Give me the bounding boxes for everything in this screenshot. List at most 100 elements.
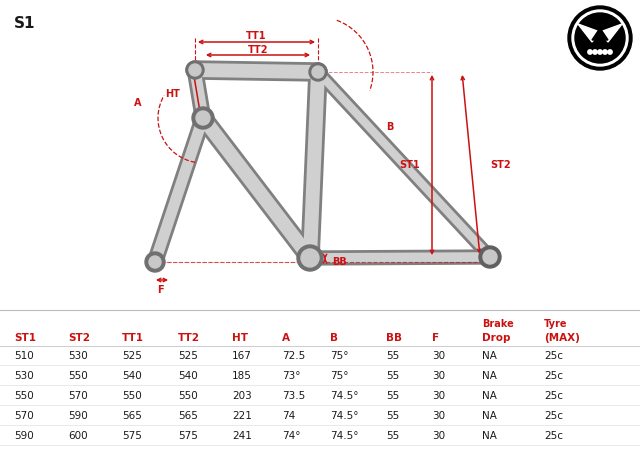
- Text: 550: 550: [178, 391, 198, 401]
- Circle shape: [309, 63, 327, 81]
- Text: 540: 540: [122, 371, 141, 381]
- Text: 25c: 25c: [544, 371, 563, 381]
- Text: 540: 540: [178, 371, 198, 381]
- Text: 570: 570: [68, 391, 88, 401]
- Text: F: F: [432, 333, 439, 343]
- Text: 241: 241: [232, 431, 252, 441]
- Circle shape: [603, 50, 607, 54]
- Text: Brake: Brake: [482, 319, 514, 329]
- Circle shape: [568, 6, 632, 70]
- Circle shape: [588, 50, 592, 54]
- Text: 55: 55: [386, 411, 399, 421]
- Text: 530: 530: [68, 351, 88, 361]
- Circle shape: [186, 61, 204, 79]
- Text: 72.5: 72.5: [282, 351, 305, 361]
- Circle shape: [301, 249, 319, 267]
- Text: 55: 55: [386, 351, 399, 361]
- Circle shape: [149, 256, 161, 268]
- Text: 25c: 25c: [544, 411, 563, 421]
- Text: 550: 550: [14, 391, 34, 401]
- Text: NA: NA: [482, 411, 497, 421]
- Text: 74.5°: 74.5°: [330, 431, 358, 441]
- Text: BB: BB: [386, 333, 402, 343]
- Text: 221: 221: [232, 411, 252, 421]
- Text: 167: 167: [232, 351, 252, 361]
- Text: ST1: ST1: [399, 160, 420, 170]
- Text: ST2: ST2: [490, 160, 511, 170]
- Text: 600: 600: [68, 431, 88, 441]
- Polygon shape: [578, 24, 600, 42]
- Circle shape: [297, 245, 323, 271]
- Circle shape: [572, 10, 628, 66]
- Text: Tyre: Tyre: [544, 319, 568, 329]
- Circle shape: [598, 50, 602, 54]
- Text: 30: 30: [432, 411, 445, 421]
- Text: ST2: ST2: [68, 333, 90, 343]
- Text: BB: BB: [332, 257, 347, 267]
- Text: 525: 525: [122, 351, 142, 361]
- Text: 550: 550: [122, 391, 141, 401]
- Text: S1: S1: [14, 16, 35, 31]
- Text: 530: 530: [14, 371, 34, 381]
- Text: 203: 203: [232, 391, 252, 401]
- Text: NA: NA: [482, 351, 497, 361]
- Text: 25c: 25c: [544, 431, 563, 441]
- Text: 590: 590: [14, 431, 34, 441]
- Text: TT1: TT1: [246, 31, 267, 41]
- Text: 74.5°: 74.5°: [330, 411, 358, 421]
- Text: 30: 30: [432, 391, 445, 401]
- Text: NA: NA: [482, 431, 497, 441]
- Text: 525: 525: [178, 351, 198, 361]
- Text: 30: 30: [432, 351, 445, 361]
- Text: 565: 565: [122, 411, 142, 421]
- Text: HT: HT: [166, 89, 180, 99]
- Text: 570: 570: [14, 411, 34, 421]
- Text: 575: 575: [122, 431, 142, 441]
- Text: 55: 55: [386, 371, 399, 381]
- Text: 565: 565: [178, 411, 198, 421]
- Text: 25c: 25c: [544, 351, 563, 361]
- Circle shape: [483, 250, 497, 264]
- Circle shape: [189, 64, 201, 76]
- Circle shape: [192, 107, 214, 129]
- Text: 550: 550: [68, 371, 88, 381]
- Text: 73°: 73°: [282, 371, 301, 381]
- Text: HT: HT: [232, 333, 248, 343]
- Circle shape: [593, 50, 597, 54]
- Text: 30: 30: [432, 371, 445, 381]
- Text: 510: 510: [14, 351, 34, 361]
- Circle shape: [145, 252, 165, 272]
- Text: 74°: 74°: [282, 431, 301, 441]
- Text: TT2: TT2: [178, 333, 200, 343]
- Text: 55: 55: [386, 431, 399, 441]
- Text: 75°: 75°: [330, 351, 349, 361]
- Text: NA: NA: [482, 371, 497, 381]
- Text: TT1: TT1: [122, 333, 144, 343]
- Text: ST1: ST1: [14, 333, 36, 343]
- Text: (MAX): (MAX): [544, 333, 580, 343]
- Text: 55: 55: [386, 391, 399, 401]
- Circle shape: [312, 66, 324, 78]
- Text: NA: NA: [482, 391, 497, 401]
- Text: 74.5°: 74.5°: [330, 391, 358, 401]
- Text: 185: 185: [232, 371, 252, 381]
- Circle shape: [575, 13, 625, 63]
- Polygon shape: [600, 24, 622, 42]
- Text: B: B: [330, 333, 338, 343]
- Text: TT2: TT2: [248, 45, 268, 55]
- Circle shape: [196, 111, 210, 125]
- Text: 30: 30: [432, 431, 445, 441]
- Text: A: A: [134, 98, 141, 108]
- Polygon shape: [592, 28, 608, 40]
- Text: 73.5: 73.5: [282, 391, 305, 401]
- Text: 590: 590: [68, 411, 88, 421]
- Text: 74: 74: [282, 411, 295, 421]
- Text: F: F: [157, 285, 163, 295]
- Text: 575: 575: [178, 431, 198, 441]
- Text: A: A: [282, 333, 290, 343]
- Text: 75°: 75°: [330, 371, 349, 381]
- Text: B: B: [387, 122, 394, 132]
- Text: 25c: 25c: [544, 391, 563, 401]
- Circle shape: [608, 50, 612, 54]
- Circle shape: [479, 246, 501, 268]
